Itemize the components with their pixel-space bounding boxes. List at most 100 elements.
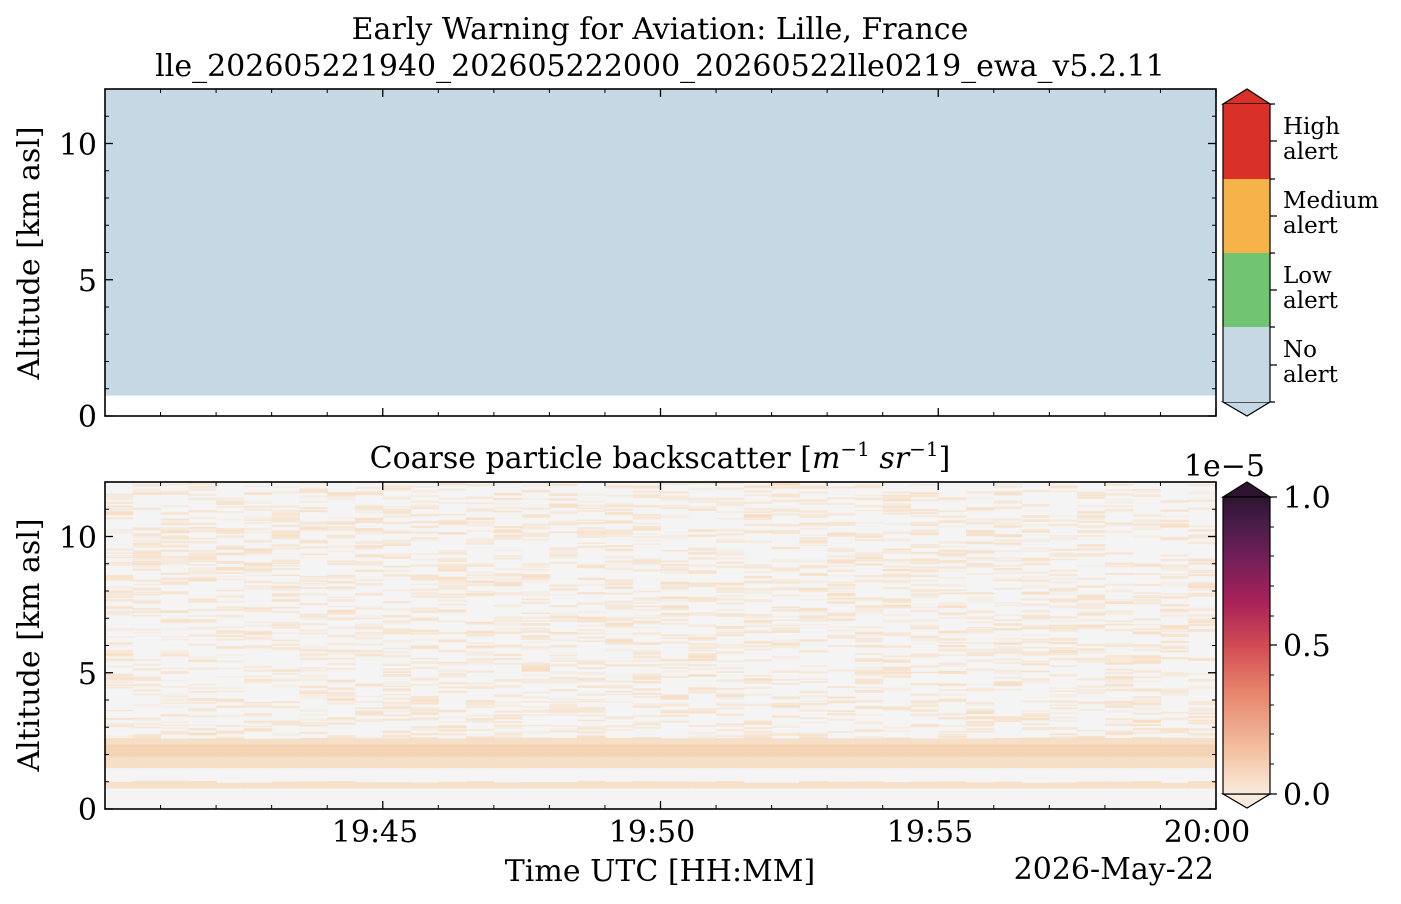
- backscatter-cell: [299, 615, 328, 618]
- backscatter-cell: [271, 678, 300, 682]
- backscatter-cell: [271, 585, 300, 588]
- backscatter-cell: [604, 600, 634, 604]
- backscatter-cell: [938, 638, 967, 641]
- backscatter-cell: [243, 607, 273, 611]
- backscatter-cell: [1049, 719, 1078, 722]
- backscatter-cell: [243, 647, 273, 650]
- backscatter-cell: [716, 540, 745, 543]
- backscatter-cell: [299, 623, 328, 626]
- backscatter-cell: [521, 666, 550, 669]
- backscatter-cell: [771, 532, 800, 535]
- backscatter-cell: [466, 687, 495, 689]
- backscatter-cell: [854, 714, 884, 716]
- backscatter-cell: [216, 567, 245, 569]
- backscatter-cell: [271, 621, 300, 625]
- backscatter-cell: [966, 592, 995, 595]
- backscatter-cell: [132, 722, 162, 726]
- backscatter-cell: [216, 638, 245, 642]
- backscatter-cell: [188, 522, 217, 525]
- backscatter-cell: [438, 729, 467, 732]
- backscatter-cell: [466, 703, 495, 705]
- backscatter-cell: [188, 576, 217, 579]
- backscatter-cell: [1160, 627, 1189, 630]
- backscatter-cell: [938, 634, 967, 636]
- backscatter-cell: [993, 506, 1023, 510]
- backscatter-cell: [1132, 720, 1161, 723]
- backscatter-cell: [966, 611, 995, 614]
- backscatter-cell: [854, 644, 884, 648]
- backscatter-cell: [1188, 686, 1216, 690]
- backscatter-cell: [854, 626, 884, 629]
- backscatter-cell: [882, 675, 911, 678]
- backscatter-cell: [188, 732, 217, 736]
- backscatter-cell: [382, 697, 412, 700]
- backscatter-cell: [1160, 569, 1189, 572]
- backscatter-cell: [521, 523, 550, 526]
- backscatter-cell: [271, 593, 300, 596]
- backscatter-cell: [354, 636, 384, 640]
- backscatter-cell: [743, 648, 773, 651]
- backscatter-cell: [410, 618, 439, 621]
- backscatter-cell: [966, 627, 995, 629]
- backscatter-cell: [1077, 554, 1106, 557]
- backscatter-cell: [410, 577, 439, 580]
- backscatter-cell: [799, 612, 828, 614]
- backscatter-cell: [299, 646, 328, 649]
- backscatter-cell: [1160, 730, 1189, 734]
- backscatter-cell: [466, 633, 495, 637]
- backscatter-cell: [604, 593, 634, 595]
- backscatter-cell: [327, 718, 356, 721]
- alert-swatch-high: [1223, 104, 1270, 179]
- backscatter-cell: [1132, 524, 1161, 527]
- backscatter-cell: [132, 542, 162, 546]
- backscatter-cell: [243, 669, 273, 672]
- backscatter-cell: [1021, 614, 1050, 618]
- backscatter-cell: [1132, 523, 1161, 526]
- backscatter-cell: [993, 651, 1023, 655]
- backscatter-cell: [521, 691, 550, 694]
- backscatter-cell: [1077, 517, 1106, 520]
- backscatter-cell: [382, 710, 412, 712]
- backscatter-cell: [271, 643, 300, 646]
- backscatter-cell: [799, 491, 828, 494]
- backscatter-cell: [438, 669, 467, 673]
- backscatter-cell: [216, 635, 245, 638]
- backscatter-cell: [577, 603, 606, 606]
- backscatter-cell: [410, 500, 439, 503]
- backscatter-cell: [577, 710, 606, 713]
- backscatter-cell: [716, 725, 745, 727]
- backscatter-cell: [743, 485, 773, 488]
- backscatter-cell: [882, 706, 911, 710]
- backscatter-cell: [466, 714, 495, 717]
- backscatter-cell: [549, 615, 578, 618]
- backscatter-cell: [799, 671, 828, 674]
- backscatter-cell: [216, 730, 245, 733]
- backscatter-cell: [743, 659, 773, 662]
- backscatter-cell: [688, 557, 717, 560]
- backscatter-cell: [243, 631, 273, 634]
- backscatter-cell: [1021, 610, 1050, 613]
- backscatter-cell: [354, 713, 384, 716]
- backscatter-cell: [743, 494, 773, 497]
- backscatter-layer-cell: [604, 781, 634, 789]
- backscatter-cell: [827, 523, 856, 526]
- backscatter-cell: [188, 530, 217, 533]
- backscatter-cell: [243, 568, 273, 572]
- backscatter-cell: [660, 714, 689, 717]
- backscatter-cell: [354, 634, 384, 636]
- backscatter-cell: [327, 649, 356, 653]
- backscatter-cell: [1104, 601, 1134, 604]
- backscatter-cell: [521, 578, 550, 581]
- backscatter-cell: [410, 489, 439, 493]
- backscatter-cell: [188, 517, 217, 519]
- backscatter-cell: [938, 736, 967, 738]
- backscatter-cell: [1021, 523, 1050, 527]
- backscatter-layer-cell: [382, 782, 412, 789]
- backscatter-cell: [1021, 585, 1050, 587]
- backscatter-cell: [1160, 627, 1189, 630]
- backscatter-cell: [938, 592, 967, 595]
- backscatter-cell: [1160, 515, 1189, 518]
- backscatter-cell: [105, 653, 134, 657]
- backscatter-cell: [105, 612, 134, 616]
- backscatter-layer-cell: [1132, 781, 1161, 789]
